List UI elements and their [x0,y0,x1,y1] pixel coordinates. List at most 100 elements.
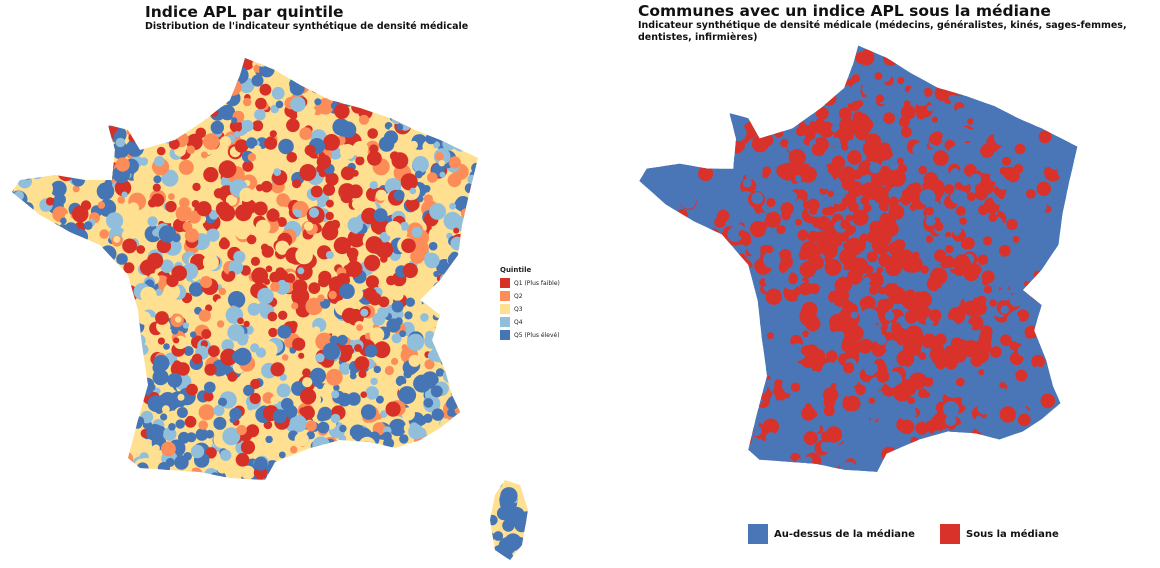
commune-patch [1093,344,1108,358]
commune-patch [1090,213,1097,220]
commune-patch [1148,115,1160,131]
commune-patch [111,522,124,536]
commune-patch [721,427,734,440]
commune-patch [491,544,509,560]
commune-patch [647,229,663,245]
commune-patch [1038,278,1050,290]
commune-patch [260,180,273,193]
commune-patch [118,498,131,511]
commune-patch [57,100,68,111]
commune-patch [710,241,718,250]
commune-patch [1067,499,1080,512]
commune-patch [94,381,101,388]
commune-patch [474,313,485,323]
commune-patch [301,405,315,420]
commune-patch [1070,142,1089,161]
commune-patch [374,546,382,554]
commune-patch [45,72,59,86]
commune-patch [373,341,391,359]
commune-patch [486,482,493,490]
commune-patch [1140,271,1151,282]
commune-patch [1142,292,1153,302]
commune-patch [425,548,443,560]
commune-patch [202,133,220,150]
commune-patch [504,436,518,450]
commune-patch [1002,447,1016,461]
commune-patch [65,494,83,513]
commune-patch [194,512,208,527]
commune-patch [442,493,452,504]
commune-patch [700,231,709,240]
commune-patch [679,377,693,391]
commune-patch [681,124,699,143]
commune-patch [256,510,273,527]
commune-patch [76,268,93,285]
commune-patch [117,367,128,377]
commune-patch [526,116,528,133]
commune-patch [39,94,54,109]
commune-patch [871,448,879,456]
commune-patch [385,216,392,223]
commune-patch [954,434,962,441]
commune-patch [1004,469,1019,484]
commune-patch [142,481,156,495]
commune-patch [87,61,99,72]
commune-patch [429,555,443,560]
commune-patch [770,549,786,565]
commune-patch [859,297,871,309]
commune-patch [639,127,643,141]
commune-patch [342,505,357,519]
commune-patch [212,71,226,84]
commune-patch [529,442,542,455]
commune-patch [486,89,502,105]
commune-patch [1012,558,1025,568]
commune-patch [656,378,668,391]
commune-patch [198,112,208,121]
commune-patch [49,479,59,490]
commune-patch [52,147,63,159]
commune-patch [1088,241,1098,251]
commune-patch [147,216,158,227]
commune-patch [622,239,629,246]
commune-patch [477,122,494,139]
commune-patch [30,434,43,447]
commune-patch [473,402,482,412]
commune-patch [771,362,789,380]
commune-patch [669,289,677,297]
commune-patch [39,98,47,106]
commune-patch [1013,87,1029,103]
commune-patch [278,310,288,320]
commune-patch [1010,82,1022,93]
commune-patch [809,410,818,418]
commune-patch [830,382,837,389]
commune-patch [426,525,441,540]
commune-patch [67,502,84,518]
commune-patch [1047,286,1056,295]
commune-patch [41,42,51,52]
commune-patch [396,58,405,64]
commune-patch [325,58,344,62]
commune-patch [413,488,431,506]
commune-patch [642,202,658,218]
commune-patch [955,377,965,387]
commune-patch [86,333,100,346]
commune-patch [520,254,528,267]
commune-patch [180,492,196,509]
commune-patch [525,58,528,66]
commune-patch [762,418,780,435]
commune-patch [639,490,649,503]
commune-patch [666,508,685,523]
commune-patch [948,323,963,338]
commune-patch [695,508,704,518]
commune-patch [1103,192,1113,202]
commune-patch [223,86,230,93]
commune-patch [459,446,472,459]
commune-patch [110,485,123,497]
commune-patch [894,447,903,457]
commune-patch [728,297,738,308]
left-map-subtitle: Distribution de l'indicateur synthétique… [145,21,469,32]
commune-patch [167,471,180,484]
commune-patch [12,241,13,252]
commune-patch [1115,435,1127,447]
commune-patch [1059,107,1073,121]
